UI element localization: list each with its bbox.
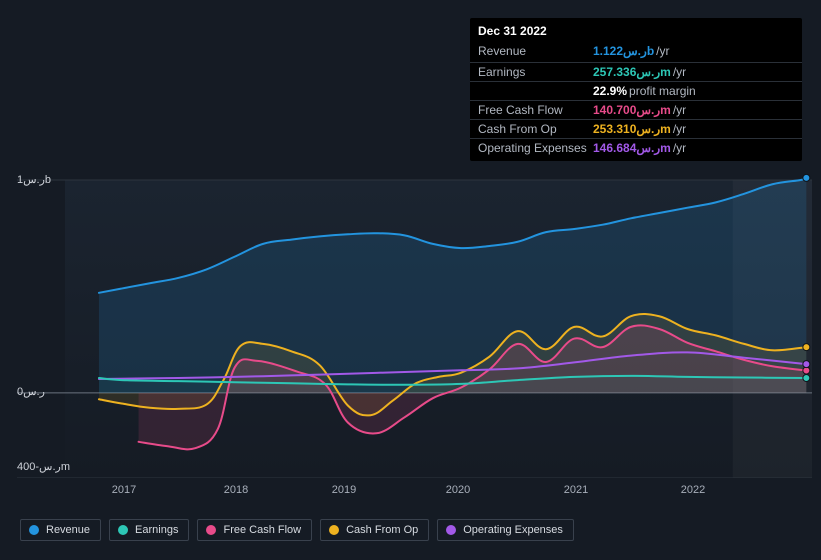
tooltip-suffix: /yr [673, 141, 686, 155]
legend-label: Free Cash Flow [223, 524, 301, 536]
tooltip-value: 22.9% [593, 84, 627, 98]
legend-item[interactable]: Cash From Op [320, 519, 429, 541]
tooltip-value-unit: ر.سm [636, 65, 670, 79]
tooltip-value-unit: ر.سb [623, 44, 654, 58]
legend-label: Earnings [135, 524, 178, 536]
x-axis-label: 2019 [332, 484, 356, 496]
tooltip-value-unit: ر.سm [636, 103, 670, 117]
tooltip-suffix: /yr [656, 44, 669, 58]
legend-item[interactable]: Earnings [109, 519, 189, 541]
tooltip-label: Free Cash Flow [478, 103, 593, 117]
legend: Revenue Earnings Free Cash Flow Cash From O… [20, 519, 574, 541]
tooltip-value: 1.122 [593, 44, 623, 58]
chart-svg [17, 160, 812, 478]
x-axis-label: 2021 [564, 484, 588, 496]
x-axis-label: 2022 [681, 484, 705, 496]
tooltip-date: Dec 31 2022 [478, 24, 547, 38]
tooltip-value-unit: ر.سm [636, 141, 670, 155]
x-axis-label: 2018 [224, 484, 248, 496]
tooltip-row: Revenue1.122ر.سb /yr [470, 42, 802, 62]
tooltip-date-row: Dec 31 2022 [470, 22, 802, 42]
tooltip-suffix: /yr [673, 103, 686, 117]
tooltip-label: Earnings [478, 65, 593, 79]
legend-item[interactable]: Revenue [20, 519, 101, 541]
legend-swatch [206, 525, 216, 535]
tooltip-row: 22.9% profit margin [470, 81, 802, 100]
legend-label: Cash From Op [346, 524, 418, 536]
tooltip-suffix: profit margin [629, 84, 696, 98]
legend-item[interactable]: Operating Expenses [437, 519, 574, 541]
tooltip-value: 257.336 [593, 65, 636, 79]
y-axis-label: ر.س1b [17, 173, 51, 186]
tooltip-label: Cash From Op [478, 122, 593, 136]
tooltip-value: 146.684 [593, 141, 636, 155]
tooltip-row: Cash From Op253.310ر.سm /yr [470, 119, 802, 138]
y-axis-label: ر.س-400m [17, 460, 70, 473]
y-axis-label: ر.س0 [17, 385, 45, 398]
legend-swatch [29, 525, 39, 535]
tooltip-value: 140.700 [593, 103, 636, 117]
tooltip-label: Operating Expenses [478, 141, 593, 155]
tooltip-row: Operating Expenses146.684ر.سm /yr [470, 138, 802, 157]
legend-swatch [329, 525, 339, 535]
tooltip-suffix: /yr [673, 122, 686, 136]
tooltip-row: Earnings257.336ر.سm /yr [470, 62, 802, 81]
chart-area: ر.س1bر.س0ر.س-400m 2017201820192020202120… [17, 160, 812, 478]
legend-label: Revenue [46, 524, 90, 536]
tooltip-value-unit: ر.سm [636, 122, 670, 136]
legend-item[interactable]: Free Cash Flow [197, 519, 312, 541]
tooltip-value: 253.310 [593, 122, 636, 136]
x-axis-label: 2017 [112, 484, 136, 496]
legend-label: Operating Expenses [463, 524, 563, 536]
tooltip-panel: Dec 31 2022 Revenue1.122ر.سb /yrEarnings… [470, 18, 802, 161]
tooltip-label: Revenue [478, 44, 593, 58]
legend-swatch [446, 525, 456, 535]
tooltip-row: Free Cash Flow140.700ر.سm /yr [470, 100, 802, 119]
legend-swatch [118, 525, 128, 535]
x-axis-label: 2020 [446, 484, 470, 496]
tooltip-suffix: /yr [673, 65, 686, 79]
